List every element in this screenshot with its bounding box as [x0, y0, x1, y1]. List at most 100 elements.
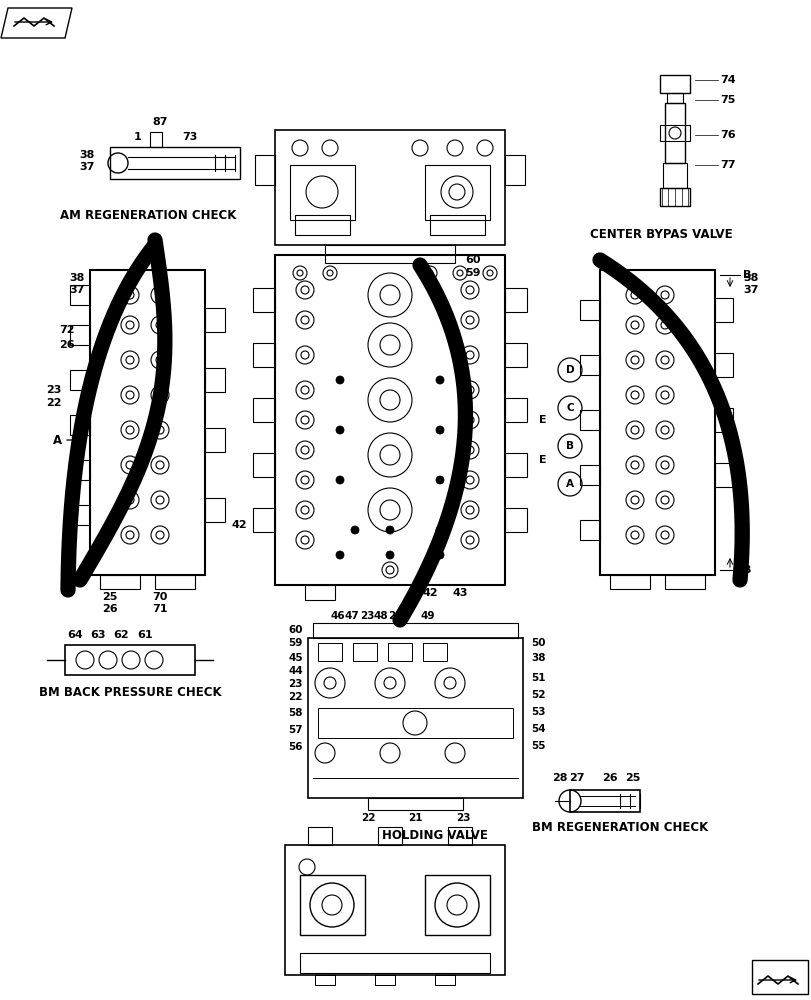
Text: 52: 52 [530, 690, 545, 700]
Bar [353, 643, 376, 661]
Text: 55: 55 [530, 741, 545, 751]
Text: 22: 22 [360, 813, 375, 823]
Text: 37: 37 [742, 285, 757, 295]
Text: 21: 21 [388, 611, 401, 621]
Text: 48: 48 [373, 611, 388, 621]
Text: 38: 38 [530, 653, 545, 663]
Bar [659, 188, 689, 206]
Bar [448, 827, 471, 845]
Circle shape [385, 526, 393, 534]
Text: 22: 22 [288, 692, 303, 702]
Bar [275, 130, 504, 245]
Text: 37: 37 [79, 162, 95, 172]
Text: 25: 25 [102, 592, 118, 602]
Text: 38: 38 [70, 273, 85, 283]
Bar [318, 643, 341, 661]
Text: 61: 61 [137, 630, 152, 640]
Bar [318, 708, 513, 738]
Bar [253, 508, 275, 532]
Bar [305, 585, 335, 600]
Bar [504, 343, 526, 367]
Bar [659, 75, 689, 93]
Text: 26: 26 [602, 773, 617, 783]
Text: 46: 46 [330, 611, 345, 621]
Text: 21: 21 [407, 813, 422, 823]
Circle shape [336, 376, 344, 384]
Circle shape [436, 526, 444, 534]
Circle shape [350, 526, 358, 534]
Bar [430, 215, 484, 235]
Bar [312, 623, 517, 638]
Bar [90, 270, 204, 575]
Text: 27: 27 [569, 773, 584, 783]
Text: B: B [565, 441, 573, 451]
Bar [65, 645, 195, 675]
Bar [70, 460, 90, 480]
Text: B: B [742, 565, 750, 575]
Bar [204, 428, 225, 452]
Bar [378, 827, 401, 845]
Text: 23: 23 [359, 611, 374, 621]
Bar [315, 975, 335, 985]
Bar [569, 790, 639, 812]
Text: 37: 37 [70, 285, 85, 295]
Text: 54: 54 [530, 724, 545, 734]
Text: 74: 74 [719, 75, 735, 85]
Bar [70, 325, 90, 345]
Text: A: A [53, 434, 62, 446]
Bar [294, 215, 350, 235]
Text: 38: 38 [742, 273, 757, 283]
Text: 47: 47 [344, 611, 359, 621]
Bar [70, 285, 90, 305]
Bar [504, 453, 526, 477]
Polygon shape [1, 8, 72, 38]
Text: 23: 23 [455, 813, 470, 823]
Bar [204, 368, 225, 392]
Bar [504, 398, 526, 422]
Text: 58: 58 [288, 708, 303, 718]
Bar [253, 288, 275, 312]
Text: 64: 64 [67, 630, 83, 640]
Bar [70, 505, 90, 525]
Text: B: B [742, 270, 750, 280]
Bar [253, 453, 275, 477]
Bar [664, 575, 704, 589]
Bar [100, 575, 139, 589]
Bar [70, 415, 90, 435]
Bar [579, 520, 599, 540]
Circle shape [436, 476, 444, 484]
Text: 59: 59 [288, 638, 303, 648]
Bar [388, 643, 411, 661]
Bar [324, 245, 454, 263]
Bar [155, 575, 195, 589]
Text: 75: 75 [719, 95, 735, 105]
Text: 49: 49 [420, 611, 435, 621]
Bar [423, 643, 446, 661]
Text: 42: 42 [231, 520, 247, 530]
Text: 60: 60 [465, 255, 480, 265]
Text: AM REGENERATION CHECK: AM REGENERATION CHECK [60, 209, 236, 222]
Bar [599, 270, 714, 575]
Text: 25: 25 [624, 773, 640, 783]
Bar [367, 798, 462, 810]
Text: C: C [565, 403, 573, 413]
Bar [714, 408, 732, 432]
Text: 23: 23 [288, 679, 303, 689]
Text: 23: 23 [46, 385, 62, 395]
Text: 77: 77 [719, 160, 735, 170]
Text: 73: 73 [182, 132, 197, 142]
Bar [666, 93, 682, 103]
Bar [275, 255, 504, 585]
Text: 51: 51 [530, 673, 545, 683]
Bar [299, 953, 489, 973]
Bar [204, 498, 225, 522]
Text: 60: 60 [288, 625, 303, 635]
Text: 50: 50 [530, 638, 545, 648]
Circle shape [385, 551, 393, 559]
Text: CENTER BYPAS VALVE: CENTER BYPAS VALVE [590, 229, 732, 241]
Text: 53: 53 [530, 707, 545, 717]
Bar [253, 398, 275, 422]
Text: 63: 63 [90, 630, 105, 640]
Bar [375, 975, 394, 985]
Bar [714, 463, 732, 487]
